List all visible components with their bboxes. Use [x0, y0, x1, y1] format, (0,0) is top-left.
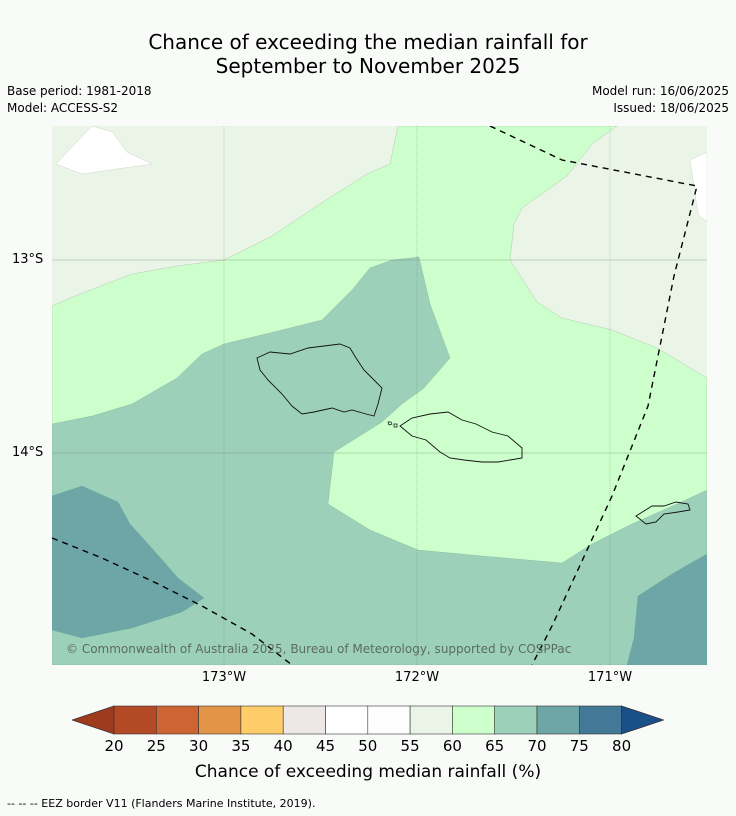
colorbar-segment	[282, 705, 326, 735]
colorbar-tick-label: 65	[485, 737, 505, 755]
model-info: Base period: 1981-2018 Model: ACCESS-S2	[7, 83, 152, 117]
colorbar-tick-label: 70	[527, 737, 547, 755]
colorbar-segment	[156, 705, 199, 735]
title-line-1: Chance of exceeding the median rainfall …	[148, 30, 588, 54]
colorbar-tick-label: 45	[315, 737, 336, 755]
island-savaii	[256, 343, 383, 417]
colorbar-tick-label: 20	[104, 737, 124, 755]
title-line-2: September to November 2025	[215, 54, 521, 78]
colorbar-segment	[240, 705, 284, 735]
colorbar-tick-label: 50	[358, 737, 378, 755]
colorbar-tick-label: 40	[273, 737, 293, 755]
model-name: Model: ACCESS-S2	[7, 101, 119, 115]
colorbar-tick-label: 35	[231, 737, 251, 755]
colorbar-label: Chance of exceeding median rainfall (%)	[194, 762, 542, 782]
colorbar-segment	[325, 705, 369, 735]
colorbar-tick-label: 55	[400, 737, 420, 755]
colorbar-segment	[452, 705, 495, 735]
colorbar-segment	[113, 705, 157, 735]
band-70-75-se	[626, 553, 707, 665]
lon-label-172w: 172°W	[394, 670, 440, 685]
lat-label-13s: 13°S	[12, 252, 44, 267]
model-run: Model run: 16/06/2025	[591, 84, 729, 98]
lon-label-171w: 171°W	[587, 670, 633, 685]
graticule	[52, 126, 707, 665]
band-50-55-nw	[55, 126, 153, 175]
map-title: Chance of exceeding the median rainfall …	[0, 30, 736, 78]
colorbar-tick-label: 30	[189, 737, 209, 755]
colorbar-segment	[367, 705, 411, 735]
rainfall-map	[52, 126, 707, 665]
colorbar-tick-label: 75	[569, 737, 589, 755]
eez-border	[52, 126, 698, 665]
lon-label-173w: 173°W	[201, 670, 247, 685]
issued-date: Issued: 18/06/2025	[613, 101, 729, 115]
band-65-70	[52, 256, 707, 665]
colorbar-arrow-low	[72, 705, 115, 735]
lat-label-14s: 14°S	[12, 445, 44, 460]
colorbar-tick-label: 25	[146, 737, 166, 755]
colorbar-segment	[409, 705, 453, 735]
run-info: Model run: 16/06/2025 Issued: 18/06/2025	[592, 83, 729, 117]
band-70-75-sw	[52, 485, 205, 639]
colorbar-segment	[578, 705, 622, 735]
colorbar-segment	[198, 705, 242, 735]
base-period: Base period: 1981-2018	[7, 84, 152, 98]
colorbar-segment	[536, 705, 580, 735]
colorbar-tick-label: 80	[612, 737, 632, 755]
colorbar	[72, 705, 664, 735]
island-upolu	[399, 411, 523, 463]
copyright-notice: © Commonwealth of Australia 2025, Bureau…	[66, 642, 572, 656]
island-manono	[387, 421, 398, 428]
colorbar-tick-label: 60	[442, 737, 462, 755]
island-tutuila	[635, 501, 691, 525]
band-50-55-ne	[689, 151, 707, 223]
eez-legend-note: -- -- -- EEZ border V11 (Flanders Marine…	[7, 797, 316, 810]
colorbar-arrow-high	[621, 705, 664, 735]
colorbar-segment	[494, 705, 538, 735]
